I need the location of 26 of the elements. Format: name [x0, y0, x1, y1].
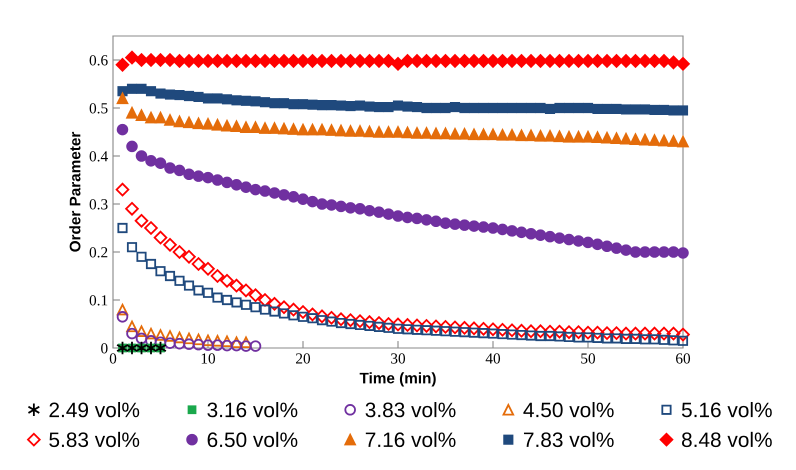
legend-label: 8.48 vol% [682, 432, 772, 448]
legend-label: 3.83 vol% [366, 402, 456, 418]
x-tick-label: 60 [676, 353, 690, 364]
legend-label: 2.49 vol% [49, 402, 140, 418]
y-tick-label: 0.6 [90, 55, 108, 66]
legend-label: 7.16 vol% [366, 432, 456, 448]
legend-label: 4.50 vol% [523, 402, 614, 418]
y-tick-label: 0.1 [90, 295, 108, 306]
y-tick-label: 0.3 [90, 199, 108, 210]
x-tick-label: 50 [581, 353, 596, 364]
y-tick-label: 0.5 [90, 103, 108, 114]
x-tick-label: 20 [296, 353, 310, 364]
x-tick-label: 30 [391, 353, 406, 364]
y-axis-title: Order Parameter [69, 132, 80, 252]
y-tick-label: 0.4 [90, 151, 108, 162]
legend-label: 7.83 vol% [524, 432, 614, 448]
x-tick-label: 0 [110, 353, 116, 364]
legend-label: 5.16 vol% [682, 402, 772, 418]
legend-label: 3.16 vol% [207, 402, 298, 418]
y-tick-label: 0 [101, 343, 108, 354]
x-tick-label: 40 [486, 353, 500, 364]
legend-label: 6.50 vol% [208, 432, 298, 448]
x-tick-label: 10 [202, 353, 216, 364]
y-tick-label: 0.2 [90, 247, 108, 258]
legend-label: 5.83 vol% [49, 432, 140, 448]
x-axis-title: Time (min) [360, 372, 436, 387]
